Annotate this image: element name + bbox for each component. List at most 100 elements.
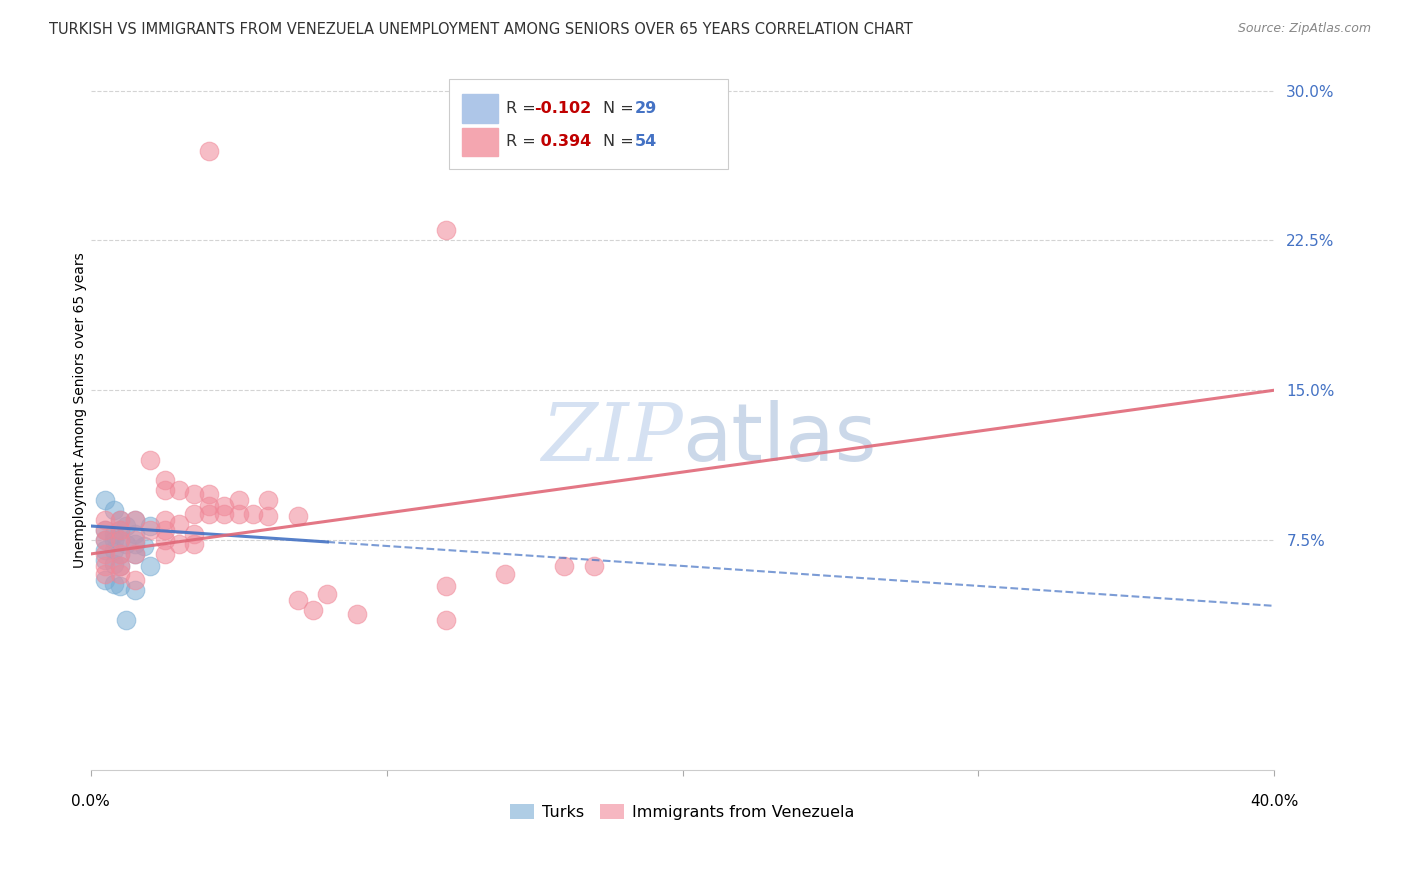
Point: [108, 533, 131, 547]
Text: R =: R =: [506, 135, 541, 150]
Point: [94, 543, 117, 558]
Point: [257, 493, 280, 508]
Point: [242, 507, 264, 521]
Text: -0.102: -0.102: [534, 101, 592, 116]
Point: [301, 603, 323, 617]
FancyBboxPatch shape: [450, 79, 727, 169]
Point: [94, 533, 117, 547]
Point: [94, 523, 117, 537]
Point: [198, 487, 221, 501]
Point: [108, 566, 131, 581]
Point: [108, 547, 131, 561]
Point: [287, 593, 309, 607]
Point: [124, 533, 146, 547]
Point: [108, 523, 131, 537]
Point: [103, 527, 125, 541]
Point: [139, 453, 162, 467]
Point: [198, 499, 221, 513]
Point: [103, 577, 125, 591]
Text: 0.0%: 0.0%: [72, 794, 110, 809]
Point: [494, 566, 516, 581]
Point: [124, 527, 146, 541]
Point: [183, 487, 205, 501]
Point: [94, 553, 117, 567]
Point: [94, 573, 117, 587]
Point: [228, 507, 250, 521]
Point: [108, 513, 131, 527]
Point: [108, 558, 131, 573]
Point: [434, 613, 457, 627]
Y-axis label: Unemployment Among Seniors over 65 years: Unemployment Among Seniors over 65 years: [73, 252, 87, 568]
Point: [124, 547, 146, 561]
Point: [115, 537, 138, 551]
Point: [153, 513, 176, 527]
Point: [108, 547, 131, 561]
Text: TURKISH VS IMMIGRANTS FROM VENEZUELA UNEMPLOYMENT AMONG SENIORS OVER 65 YEARS CO: TURKISH VS IMMIGRANTS FROM VENEZUELA UNE…: [49, 22, 912, 37]
Point: [108, 523, 131, 537]
Point: [94, 523, 117, 537]
Text: atlas: atlas: [682, 400, 877, 478]
Point: [108, 533, 131, 547]
Text: 54: 54: [636, 135, 658, 150]
Point: [124, 582, 146, 597]
Point: [434, 223, 457, 237]
Text: N =: N =: [603, 101, 640, 116]
Text: 0.394: 0.394: [534, 135, 591, 150]
Point: [124, 513, 146, 527]
Text: R =: R =: [506, 101, 541, 116]
Point: [183, 527, 205, 541]
Point: [257, 508, 280, 523]
Text: Source: ZipAtlas.com: Source: ZipAtlas.com: [1237, 22, 1371, 36]
Point: [183, 537, 205, 551]
Point: [212, 507, 235, 521]
Point: [139, 523, 162, 537]
FancyBboxPatch shape: [463, 128, 498, 156]
Point: [153, 473, 176, 487]
FancyBboxPatch shape: [463, 94, 498, 122]
Point: [139, 558, 162, 573]
Point: [228, 493, 250, 508]
Point: [346, 607, 368, 621]
Point: [582, 558, 605, 573]
Point: [124, 513, 146, 527]
Point: [108, 579, 131, 593]
Point: [132, 539, 155, 553]
Point: [153, 523, 176, 537]
Point: [153, 547, 176, 561]
Point: [153, 483, 176, 497]
Point: [169, 516, 191, 531]
Point: [139, 519, 162, 533]
Point: [198, 144, 221, 158]
Point: [94, 547, 117, 561]
Point: [115, 613, 138, 627]
Point: [169, 537, 191, 551]
Point: [94, 533, 117, 547]
Point: [124, 547, 146, 561]
Point: [115, 519, 138, 533]
Point: [553, 558, 575, 573]
Point: [153, 533, 176, 547]
Point: [94, 558, 117, 573]
Point: [103, 533, 125, 547]
Point: [94, 513, 117, 527]
Point: [434, 579, 457, 593]
Text: 40.0%: 40.0%: [1250, 794, 1299, 809]
Legend: Turks, Immigrants from Venezuela: Turks, Immigrants from Venezuela: [503, 798, 860, 826]
Point: [124, 537, 146, 551]
Point: [108, 513, 131, 527]
Text: 29: 29: [636, 101, 658, 116]
Point: [212, 499, 235, 513]
Point: [103, 557, 125, 571]
Point: [316, 587, 339, 601]
Text: N =: N =: [603, 135, 640, 150]
Point: [198, 507, 221, 521]
Point: [94, 566, 117, 581]
Text: ZIP: ZIP: [541, 401, 682, 478]
Point: [94, 493, 117, 508]
Point: [103, 503, 125, 517]
Point: [124, 573, 146, 587]
Point: [108, 558, 131, 573]
Point: [169, 483, 191, 497]
Point: [103, 543, 125, 558]
Point: [287, 508, 309, 523]
